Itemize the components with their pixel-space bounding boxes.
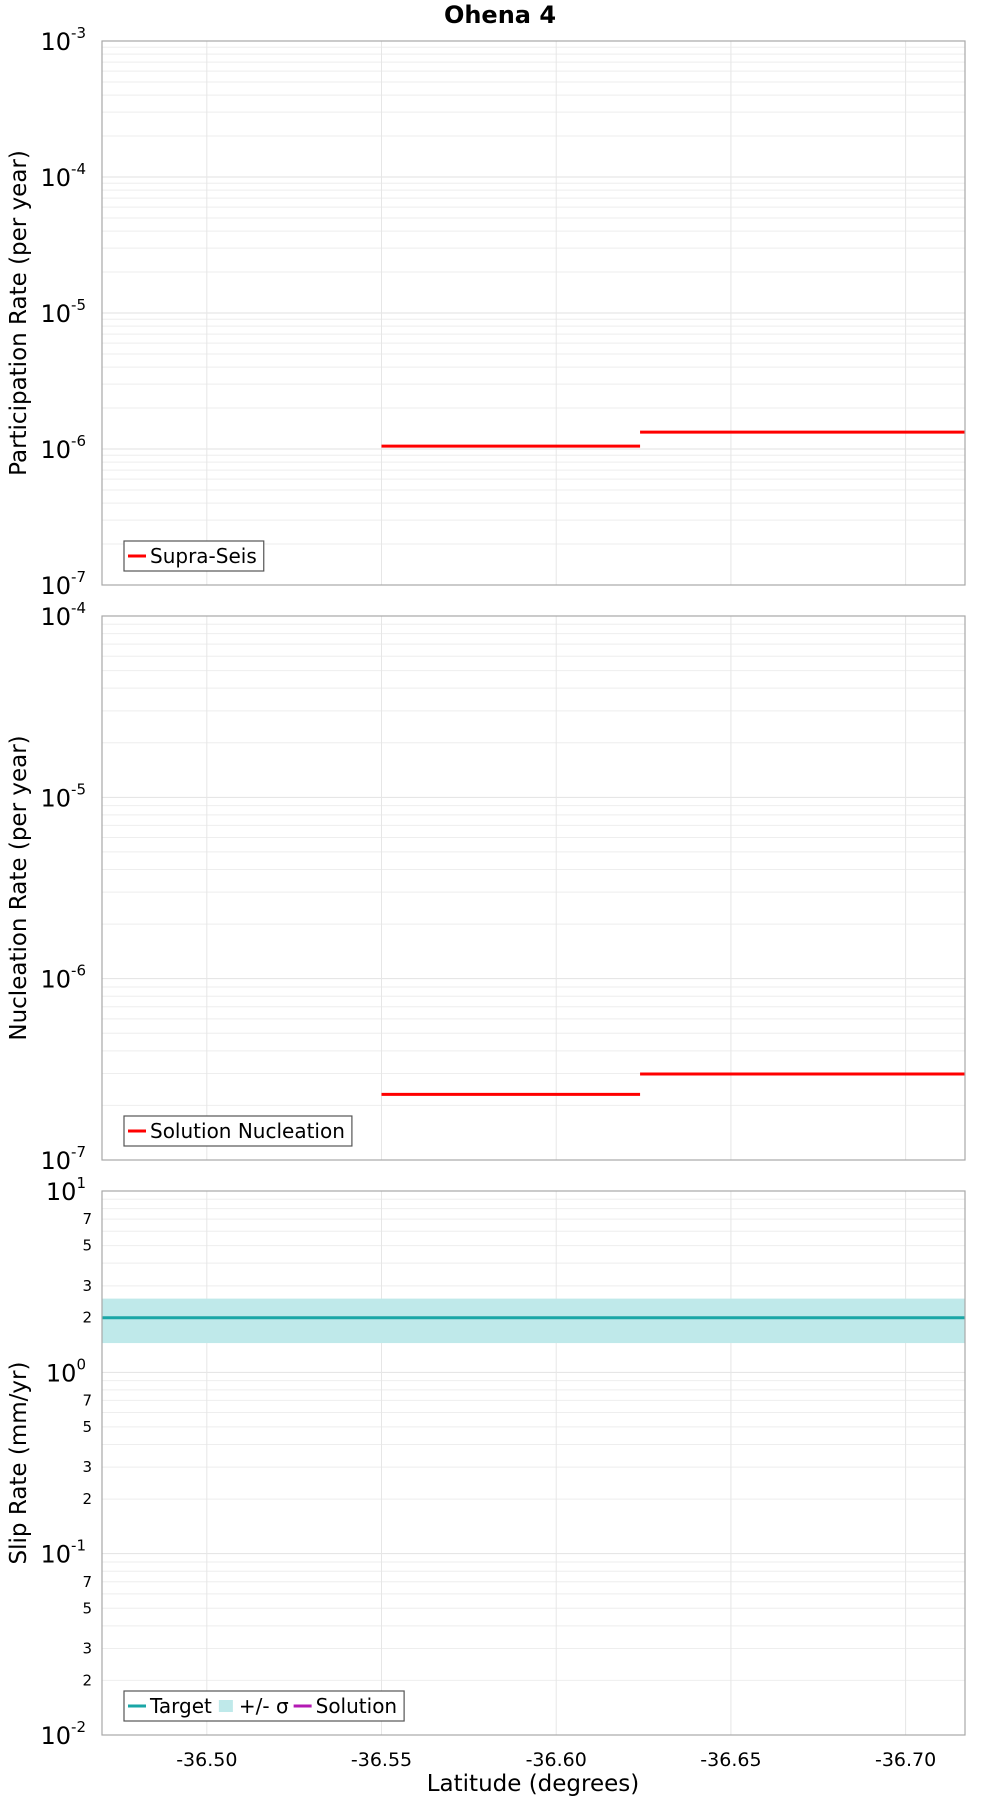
tick-mantissa: 10 bbox=[40, 436, 71, 464]
y-tick-label: 10-4 bbox=[40, 160, 86, 192]
y-minor-tick-label: 7 bbox=[82, 1391, 92, 1409]
plot-area bbox=[102, 616, 965, 1160]
y-gridlines bbox=[102, 623, 965, 1161]
legend-label: Solution Nucleation bbox=[150, 1119, 345, 1143]
tick-exponent: -3 bbox=[71, 24, 86, 42]
tick-exponent: -7 bbox=[71, 568, 86, 586]
tick-mantissa: 10 bbox=[40, 28, 71, 56]
y-gridlines bbox=[102, 46, 965, 586]
y-axis-label: Participation Rate (per year) bbox=[6, 150, 32, 476]
x-gridlines bbox=[206, 1191, 907, 1735]
y-minor-tick-label: 2 bbox=[82, 1490, 92, 1508]
legend-box bbox=[123, 1690, 405, 1722]
x-tick-label: -36.50 bbox=[176, 1749, 237, 1771]
plot-frame bbox=[101, 615, 966, 1161]
tick-exponent: -5 bbox=[71, 780, 86, 798]
y-gridlines bbox=[102, 1198, 965, 1736]
tick-exponent: 1 bbox=[76, 1174, 86, 1192]
y-tick-label: 10-5 bbox=[40, 296, 86, 328]
y-minor-tick-label: 5 bbox=[82, 1418, 92, 1436]
x-tick-label: -36.60 bbox=[526, 1749, 587, 1771]
x-tick-label: -36.65 bbox=[700, 1749, 761, 1771]
legend-box bbox=[123, 540, 265, 572]
y-tick-label: 10-5 bbox=[40, 780, 86, 812]
y-tick-labels: 10-710-610-510-4 bbox=[40, 599, 86, 1175]
legend-label: Solution bbox=[316, 1694, 397, 1718]
y-minor-tick-label: 3 bbox=[82, 1639, 92, 1657]
tick-mantissa: 10 bbox=[40, 572, 71, 600]
x-tick-label: -36.70 bbox=[875, 1749, 936, 1771]
tick-exponent: -4 bbox=[71, 160, 86, 178]
tick-exponent: -1 bbox=[71, 1537, 86, 1555]
uncertainty-band bbox=[102, 1298, 965, 1344]
y-minor-tick-label: 3 bbox=[82, 1458, 92, 1476]
tick-mantissa: 10 bbox=[40, 1541, 71, 1569]
plot-frame bbox=[101, 40, 966, 586]
y-minor-tick-label: 7 bbox=[82, 1210, 92, 1228]
x-axis-label: Latitude (degrees) bbox=[427, 1771, 640, 1797]
y-minor-tick-label: 2 bbox=[82, 1309, 92, 1327]
y-tick-label: 10-6 bbox=[40, 962, 86, 994]
legend: Supra-Seis bbox=[123, 540, 265, 572]
legend-label: Supra-Seis bbox=[150, 544, 257, 568]
plot-area bbox=[102, 1191, 965, 1735]
y-tick-label: 10-4 bbox=[40, 599, 86, 631]
legend-swatch bbox=[218, 1700, 233, 1712]
legend: Target +/- σ Solution bbox=[123, 1690, 405, 1722]
plot-data bbox=[381, 1072, 965, 1096]
plot-data bbox=[102, 1298, 965, 1344]
legend: Solution Nucleation bbox=[123, 1115, 353, 1147]
tick-exponent: -4 bbox=[71, 599, 86, 617]
tick-mantissa: 10 bbox=[40, 966, 71, 994]
tick-mantissa: 10 bbox=[46, 1359, 77, 1387]
x-gridlines bbox=[206, 616, 907, 1160]
y-minor-tick-label: 2 bbox=[82, 1671, 92, 1689]
y-tick-label: 10-7 bbox=[40, 568, 86, 600]
y-minor-tick-label: 5 bbox=[82, 1237, 92, 1255]
tick-exponent: -6 bbox=[71, 962, 86, 980]
tick-mantissa: 10 bbox=[40, 603, 71, 631]
tick-exponent: -2 bbox=[71, 1718, 86, 1736]
y-tick-label: 10-2 bbox=[40, 1718, 86, 1750]
legend-box bbox=[123, 1115, 353, 1147]
y-tick-label: 10-6 bbox=[40, 432, 86, 464]
chart-title: Ohena 4 bbox=[444, 1, 556, 29]
tick-mantissa: 10 bbox=[40, 1722, 71, 1750]
tick-mantissa: 10 bbox=[40, 784, 71, 812]
y-minor-tick-label: 7 bbox=[82, 1573, 92, 1591]
x-gridlines bbox=[206, 41, 907, 585]
y-axis-label: Slip Rate (mm/yr) bbox=[6, 1362, 32, 1565]
y-tick-label: 10-3 bbox=[40, 24, 86, 56]
y-tick-label: 101 bbox=[46, 1174, 86, 1206]
x-axis-ticks: -36.50 -36.55 -36.60 -36.65 -36.70 bbox=[176, 1749, 936, 1771]
tick-mantissa: 10 bbox=[40, 1147, 71, 1175]
y-minor-tick-label: 3 bbox=[82, 1277, 92, 1295]
tick-exponent: -7 bbox=[71, 1143, 86, 1161]
plot-data bbox=[381, 430, 965, 448]
tick-exponent: -6 bbox=[71, 432, 86, 450]
tick-exponent: -5 bbox=[71, 296, 86, 314]
y-axis-label: Nucleation Rate (per year) bbox=[6, 735, 32, 1040]
tick-mantissa: 10 bbox=[40, 164, 71, 192]
tick-mantissa: 10 bbox=[46, 1178, 77, 1206]
plot-frame bbox=[101, 1190, 966, 1736]
y-tick-labels: 10-710-610-510-410-3 bbox=[40, 24, 86, 600]
tick-mantissa: 10 bbox=[40, 300, 71, 328]
y-tick-label: 10-1 bbox=[40, 1537, 86, 1569]
legend-label: Target bbox=[149, 1694, 212, 1718]
y-minor-tick-label: 5 bbox=[82, 1599, 92, 1617]
y-tick-label: 100 bbox=[46, 1355, 86, 1387]
tick-exponent: 0 bbox=[76, 1355, 86, 1373]
legend-label: +/- σ bbox=[239, 1694, 289, 1718]
y-tick-label: 10-7 bbox=[40, 1143, 86, 1175]
x-tick-label: -36.55 bbox=[351, 1749, 412, 1771]
